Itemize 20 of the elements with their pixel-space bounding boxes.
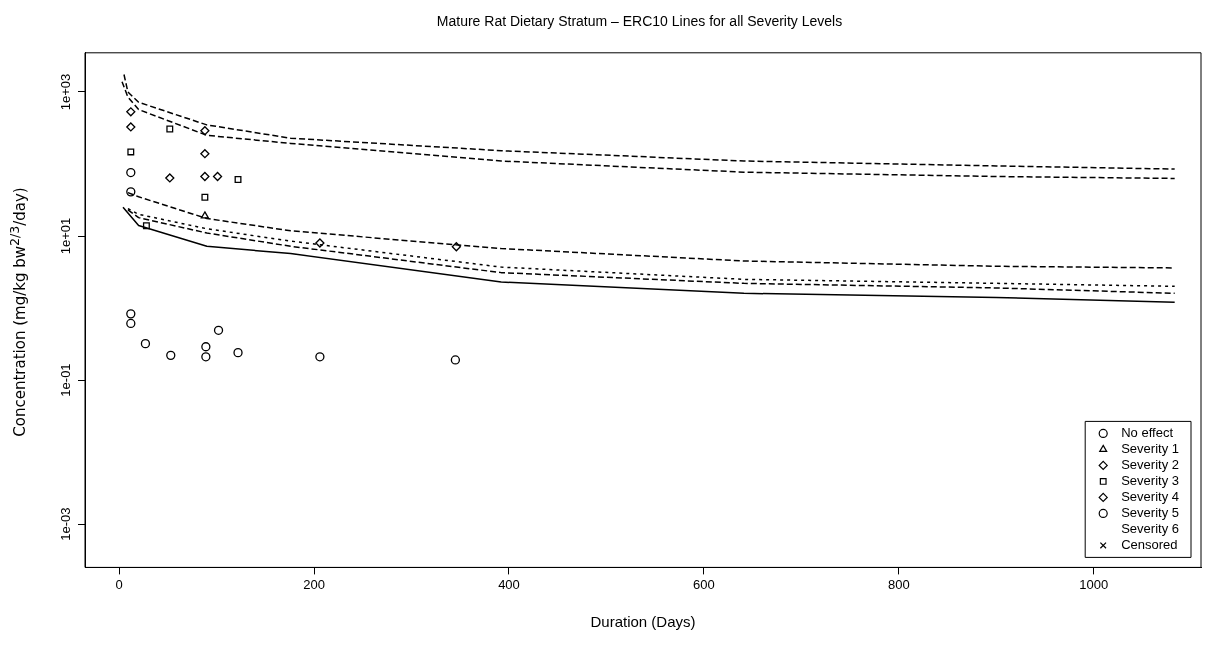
x-tick-label: 200 [303,576,325,592]
legend-label: No effect [1121,424,1174,440]
x-axis-title: Duration (Days) [590,613,696,631]
y-tick-label: 1e+03 [58,73,74,111]
legend-label: Severity 4 [1121,488,1180,504]
y-tick-label: 1e-01 [58,363,74,397]
x-tick-label: 800 [888,576,910,592]
x-tick-label: 1000 [1079,576,1109,592]
legend-label: Severity 6 [1121,520,1180,536]
x-tick-label: 600 [693,576,715,592]
y-tick-label: 1e-03 [58,507,74,541]
legend-label: Severity 2 [1121,456,1180,472]
x-tick-label: 0 [115,576,123,592]
legend-label: Severity 3 [1121,472,1180,488]
legend-label: Censored [1121,536,1178,552]
y-tick-label: 1e+01 [58,217,74,255]
chart-title: Mature Rat Dietary Stratum – ERC10 Lines for all Severity Levels [436,13,843,30]
legend-label: Severity 5 [1121,504,1180,520]
legend-label: Severity 1 [1121,440,1180,456]
x-tick-label: 400 [498,576,520,592]
